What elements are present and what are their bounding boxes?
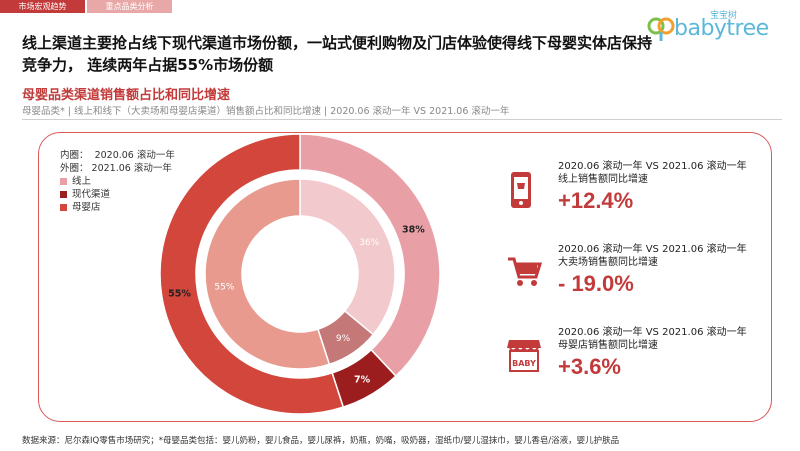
stat-value: +12.4% bbox=[558, 188, 634, 213]
stat-label: 大卖场销售额同比增速 bbox=[558, 257, 658, 268]
chart-card bbox=[38, 132, 772, 422]
legend-outer-label: 外圈： bbox=[60, 162, 89, 174]
legend-inner-ring: 内圈： 2020.06 滚动一年 bbox=[60, 149, 175, 162]
legend-item-label: 线上 bbox=[72, 175, 92, 187]
baby-store-icon-text: BABY bbox=[512, 359, 536, 368]
legend-item-online: 线上 bbox=[60, 175, 175, 188]
tab-market-trend[interactable]: 市场宏观趋势 bbox=[0, 0, 85, 13]
legend-item-modern: 现代渠道 bbox=[60, 188, 175, 201]
stat-period: 2020.06 滚动一年 VS 2021.06 滚动一年 bbox=[558, 327, 747, 338]
page-headline: 线上渠道主要抢占线下现代渠道市场份额，一站式便利购物及门店体验使得线下母婴实体店… bbox=[22, 34, 653, 74]
top-tab-bar: 市场宏观趋势 重点品类分析 bbox=[0, 0, 260, 13]
legend-inner-label: 内圈： bbox=[60, 149, 89, 161]
donut-chart: 36% 9% 55% 38% 7% 55% bbox=[159, 133, 441, 415]
legend-swatch-mother bbox=[60, 204, 67, 211]
outer-label-online: 38% bbox=[402, 225, 425, 236]
section-subtitle: 母婴品类* | 线上和线下（大卖场和母婴店渠道）销售额占比和同比增速 | 202… bbox=[22, 106, 510, 117]
inner-label-modern: 9% bbox=[336, 334, 351, 344]
legend-outer-ring: 外圈： 2021.06 滚动一年 bbox=[60, 162, 175, 175]
babytree-logo: 宝宝树 babytree bbox=[646, 8, 796, 42]
logo-en-text: babytree bbox=[674, 16, 769, 41]
divider bbox=[22, 119, 782, 120]
outer-label-mother: 55% bbox=[168, 289, 191, 300]
inner-label-mother: 55% bbox=[214, 282, 234, 292]
legend-swatch-modern bbox=[60, 191, 67, 198]
inner-label-online: 36% bbox=[359, 238, 379, 248]
baby-store-icon: BABY bbox=[507, 340, 541, 372]
legend-outer-value: 2021.06 滚动一年 bbox=[91, 162, 172, 174]
legend-swatch-online bbox=[60, 178, 67, 185]
legend-inner-value: 2020.06 滚动一年 bbox=[94, 149, 175, 161]
stat-value: +3.6% bbox=[558, 354, 621, 379]
stat-mother-store-text: 2020.06 滚动一年 VS 2021.06 滚动一年 母婴店销售额同比增速 … bbox=[558, 326, 747, 380]
legend-item-mother: 母婴店 bbox=[60, 201, 175, 214]
stat-label: 母婴店销售额同比增速 bbox=[558, 340, 658, 351]
outer-label-modern: 7% bbox=[354, 375, 371, 386]
stat-online-text: 2020.06 滚动一年 VS 2021.06 滚动一年 线上销售额同比增速 +… bbox=[558, 160, 747, 214]
tab-category-analysis[interactable]: 重点品类分析 bbox=[87, 0, 172, 13]
stat-hypermarket-text: 2020.06 滚动一年 VS 2021.06 滚动一年 大卖场销售额同比增速 … bbox=[558, 243, 747, 297]
chart-legend: 内圈： 2020.06 滚动一年 外圈： 2021.06 滚动一年 线上 现代渠… bbox=[60, 149, 175, 214]
stat-period: 2020.06 滚动一年 VS 2021.06 滚动一年 bbox=[558, 244, 747, 255]
outer-slice-mother bbox=[159, 133, 345, 415]
section-title: 母婴品类渠道销售额占比和同比增速 bbox=[22, 88, 231, 103]
babytree-logo-icon bbox=[647, 17, 675, 41]
stat-value: - 19.0% bbox=[558, 271, 634, 296]
legend-item-label: 母婴店 bbox=[72, 201, 101, 213]
stat-label: 线上销售额同比增速 bbox=[558, 174, 648, 185]
inner-slice-online bbox=[299, 178, 396, 336]
shopping-cart-icon bbox=[508, 257, 542, 286]
logo-cn-text: 宝宝树 bbox=[710, 11, 738, 21]
stat-period: 2020.06 滚动一年 VS 2021.06 滚动一年 bbox=[558, 161, 747, 172]
inner-slice-mother bbox=[204, 178, 331, 370]
data-source-footnote: 数据来源：尼尔森IQ零售市场研究；*母婴品类包括：婴儿奶粉，婴儿食品，婴儿尿裤，… bbox=[22, 436, 620, 446]
mobile-phone-icon bbox=[511, 172, 531, 208]
legend-item-label: 现代渠道 bbox=[72, 188, 111, 200]
